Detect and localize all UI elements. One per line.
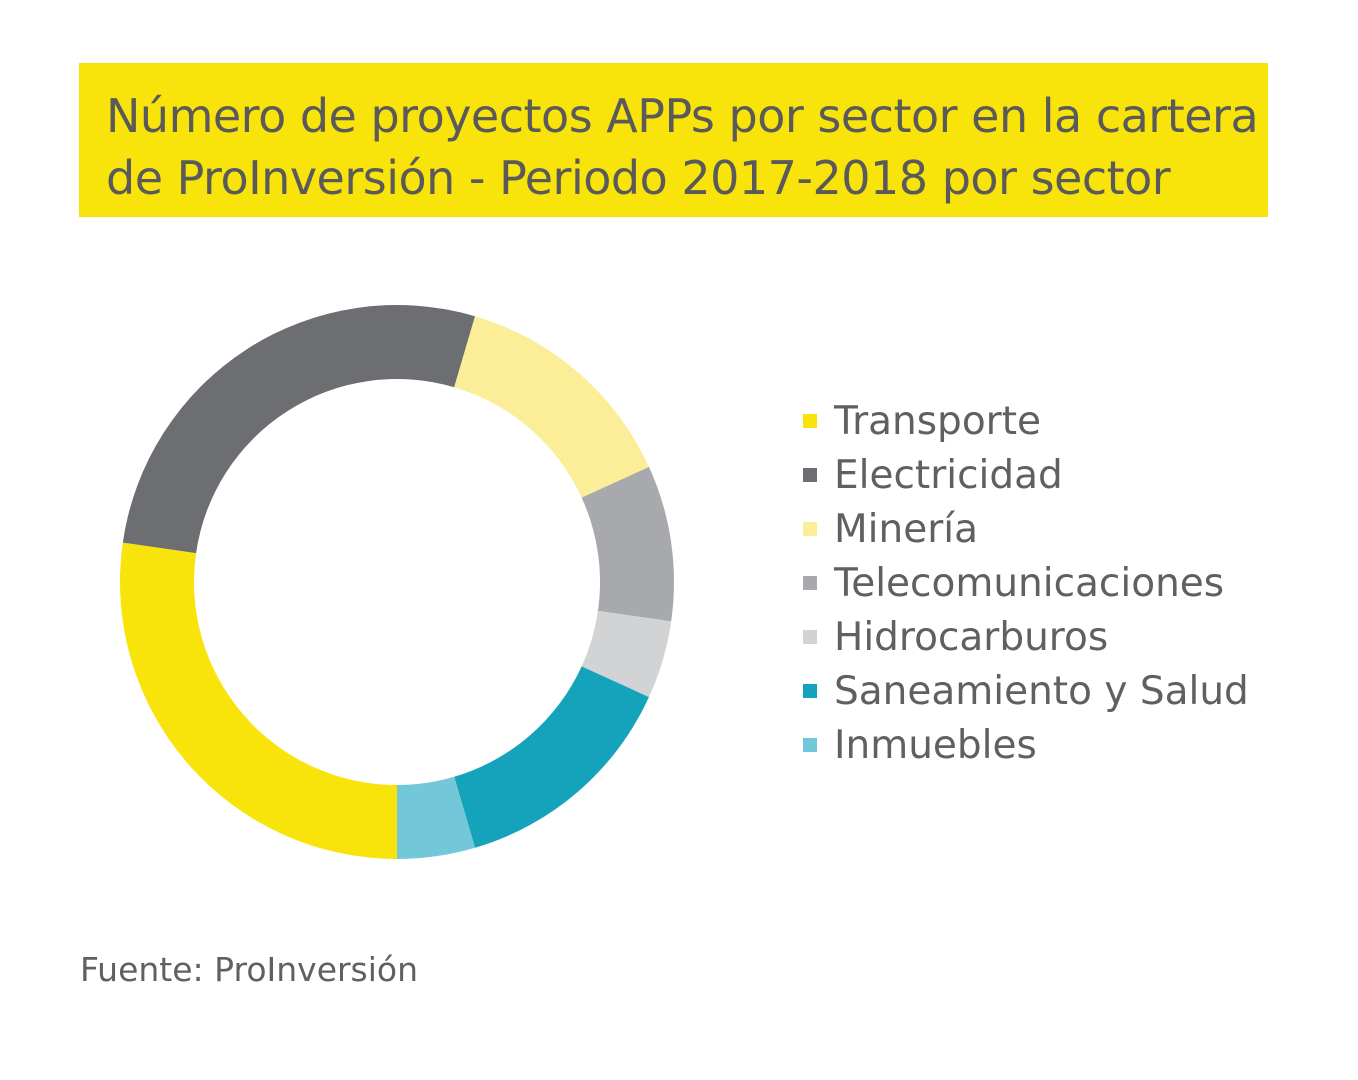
- legend-label: Transporte: [834, 398, 1041, 444]
- legend-item: Hidrocarburos: [803, 610, 1249, 664]
- legend-swatch: [803, 468, 817, 482]
- slice-telecomunicaciones: [581, 466, 675, 622]
- chart-title: Número de proyectos APPs por sector en l…: [106, 85, 1259, 209]
- legend-label: Electricidad: [834, 452, 1063, 498]
- legend-swatch: [803, 738, 817, 752]
- legend-label: Hidrocarburos: [834, 614, 1109, 660]
- chart-title-line-2: de ProInversión - Periodo 2017-2018 por …: [106, 151, 1171, 205]
- legend-label: Inmuebles: [834, 722, 1037, 768]
- slice-electricidad: [122, 305, 476, 554]
- legend-item: Saneamiento y Salud: [803, 664, 1249, 718]
- slice-saneamiento-y-salud: [454, 666, 649, 848]
- legend-item: Electricidad: [803, 448, 1249, 502]
- legend-item: Inmuebles: [803, 718, 1249, 772]
- slice-inmuebles: [397, 776, 476, 859]
- legend-item: Minería: [803, 502, 1249, 556]
- legend-swatch: [803, 522, 817, 536]
- legend-label: Telecomunicaciones: [834, 560, 1225, 606]
- slice-miner-a: [454, 316, 649, 498]
- legend-item: Telecomunicaciones: [803, 556, 1249, 610]
- legend-swatch: [803, 576, 817, 590]
- slice-transporte: [120, 542, 398, 859]
- legend-swatch: [803, 684, 817, 698]
- slice-hidrocarburos: [581, 610, 672, 698]
- legend-item: Transporte: [803, 394, 1249, 448]
- legend: Transporte Electricidad Minería Telecomunic…: [803, 394, 1249, 772]
- legend-label: Minería: [834, 506, 978, 552]
- source-note: Fuente: ProInversión: [80, 950, 419, 989]
- legend-label: Saneamiento y Salud: [834, 668, 1249, 714]
- legend-swatch: [803, 414, 817, 428]
- chart-title-line-1: Número de proyectos APPs por sector en l…: [106, 89, 1259, 143]
- legend-swatch: [803, 630, 817, 644]
- title-banner: Número de proyectos APPs por sector en l…: [79, 63, 1268, 217]
